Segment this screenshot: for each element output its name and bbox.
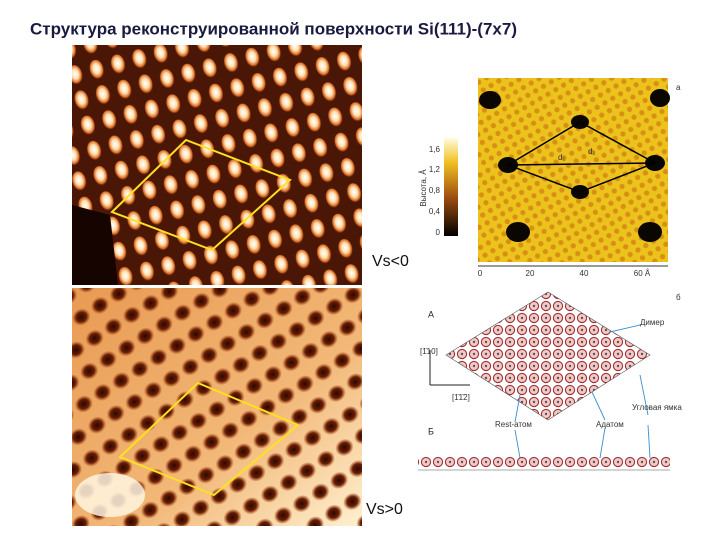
x-tick-label: 40 xyxy=(580,269,589,278)
y-tick-label: 1,6 xyxy=(429,145,441,154)
view-label: Б xyxy=(428,426,434,436)
direction-label: [1̄10] xyxy=(420,347,438,356)
height-map xyxy=(444,78,670,267)
y-tick-label: 1,2 xyxy=(429,165,441,174)
atomic-model xyxy=(418,291,670,471)
annotation: Угловая ямка xyxy=(632,403,682,412)
panel-letter: а xyxy=(676,83,681,92)
slide-title: Структура реконструированной поверхности… xyxy=(30,19,517,38)
panel-letter: б xyxy=(676,293,681,302)
annotation: Rest-атом xyxy=(495,420,532,429)
bias-label: Vs<0 xyxy=(372,253,409,270)
distance-label: d₁ xyxy=(558,153,565,162)
y-axis-label: Высота, Å xyxy=(419,169,428,207)
stm-image-positive xyxy=(72,288,362,526)
y-tick-label: 0 xyxy=(436,228,441,237)
x-tick-label: 60 Å xyxy=(634,269,651,278)
annotation: Адатом xyxy=(596,420,624,429)
direction-label: [1̄1̄2] xyxy=(452,393,470,402)
stm-image-negative xyxy=(72,45,362,285)
distance-label: d₂ xyxy=(588,147,596,156)
y-tick-label: 0,4 xyxy=(429,207,441,216)
annotation: Димер xyxy=(640,318,665,327)
y-tick-label: 0,8 xyxy=(429,186,441,195)
view-label: А xyxy=(428,309,434,319)
x-tick-label: 20 xyxy=(526,269,535,278)
bias-label: Vs>0 xyxy=(366,501,403,518)
x-tick-label: 0 xyxy=(478,269,483,278)
